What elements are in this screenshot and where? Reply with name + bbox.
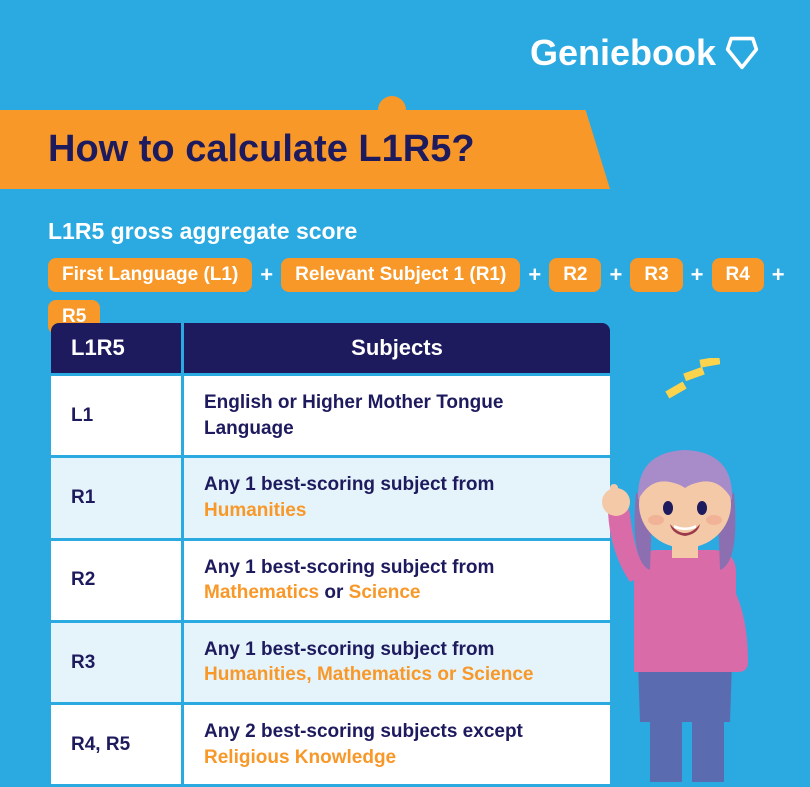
logo-tag-icon bbox=[724, 35, 760, 71]
plus-icon: + bbox=[260, 262, 273, 288]
plus-icon: + bbox=[772, 262, 785, 288]
table-row: R4, R5 Any 2 best-scoring subjects excep… bbox=[51, 705, 610, 784]
cell-desc: Any 1 best-scoring subject fromHumanitie… bbox=[184, 458, 610, 537]
cell-desc: Any 1 best-scoring subject fromHumanitie… bbox=[184, 623, 610, 702]
brand-logo: Geniebook bbox=[530, 32, 760, 74]
l1r5-table: L1R5 Subjects L1 English or Higher Mothe… bbox=[48, 320, 613, 787]
table-row: R2 Any 1 best-scoring subject fromMathem… bbox=[51, 541, 610, 620]
table-row: R1 Any 1 best-scoring subject fromHumani… bbox=[51, 458, 610, 537]
plus-icon: + bbox=[528, 262, 541, 288]
plus-icon: + bbox=[691, 262, 704, 288]
table-row: L1 English or Higher Mother Tongue Langu… bbox=[51, 376, 610, 455]
pill-r3: R3 bbox=[630, 258, 682, 292]
character-illustration bbox=[580, 432, 790, 782]
cell-code: R3 bbox=[51, 623, 181, 702]
header-code: L1R5 bbox=[51, 323, 181, 373]
cell-code: L1 bbox=[51, 376, 181, 455]
subtitle: L1R5 gross aggregate score bbox=[48, 218, 357, 245]
pill-l1: First Language (L1) bbox=[48, 258, 252, 292]
cell-code: R1 bbox=[51, 458, 181, 537]
cell-desc: Any 1 best-scoring subject fromMathemati… bbox=[184, 541, 610, 620]
accent-lines-icon bbox=[660, 358, 720, 408]
pill-r1: Relevant Subject 1 (R1) bbox=[281, 258, 520, 292]
plus-icon: + bbox=[609, 262, 622, 288]
pill-r2: R2 bbox=[549, 258, 601, 292]
page-title: How to calculate L1R5? bbox=[48, 128, 550, 171]
logo-text: Geniebook bbox=[530, 32, 716, 74]
cell-code: R2 bbox=[51, 541, 181, 620]
pill-r4: R4 bbox=[712, 258, 764, 292]
header-subjects: Subjects bbox=[184, 323, 610, 373]
title-banner: How to calculate L1R5? bbox=[0, 110, 610, 189]
table-header-row: L1R5 Subjects bbox=[51, 323, 610, 373]
cell-desc: Any 2 best-scoring subjects exceptReligi… bbox=[184, 705, 610, 784]
table-row: R3 Any 1 best-scoring subject fromHumani… bbox=[51, 623, 610, 702]
cell-code: R4, R5 bbox=[51, 705, 181, 784]
cell-desc: English or Higher Mother Tongue Language bbox=[184, 376, 610, 455]
